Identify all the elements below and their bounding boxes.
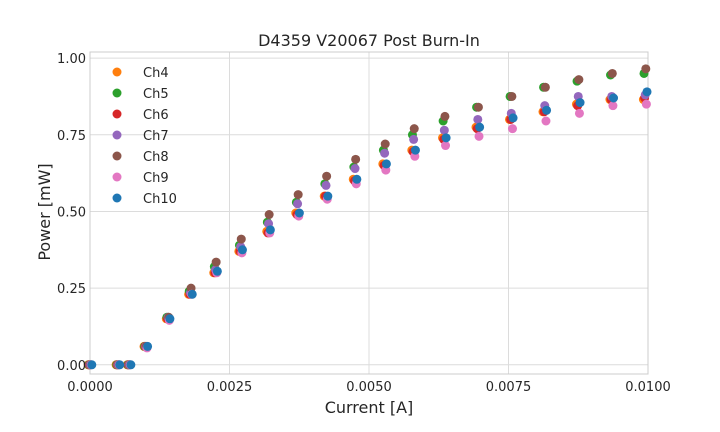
data-point [87,360,97,370]
y-tick-label: 1.00 [57,52,86,67]
legend-label: Ch7 [143,129,169,144]
legend-marker [112,172,122,182]
data-point [352,174,362,184]
y-tick-label: 0.50 [57,205,86,220]
x-tick-label: 0.0050 [346,380,392,395]
data-point [323,191,333,201]
legend-marker [112,109,122,119]
legend-item-ch10: Ch10 [112,192,177,207]
data-point [441,141,451,151]
legend-item-ch5: Ch5 [112,87,169,102]
legend-marker [112,67,122,77]
x-tick-label: 0.0000 [67,380,113,395]
data-point [541,116,551,126]
data-point [475,122,485,132]
data-point [351,154,361,164]
legend-label: Ch6 [143,108,169,123]
legend-item-ch6: Ch6 [112,108,169,123]
x-tick-label: 0.0075 [486,380,532,395]
y-tick-label: 0.25 [57,282,86,297]
x-tick-label: 0.0025 [207,380,253,395]
data-point [409,124,419,134]
legend-label: Ch5 [143,87,169,102]
data-point [609,93,619,103]
data-point [441,133,451,143]
data-point [508,113,518,123]
data-point [575,98,585,108]
y-axis-label: Power [mW] [35,163,54,260]
data-point [212,266,222,276]
data-point [143,341,153,351]
plot-frame [89,51,649,375]
tick-labels: 0.0000 0.0025 0.0050 0.0075 0.0100 0.00 0.25 0.… [57,52,671,395]
legend-label: Ch10 [143,192,177,207]
legend: Ch4 Ch5 Ch6 Ch7 Ch8 Ch9 Ch10 [112,66,177,207]
data-point [293,190,303,200]
data-point [507,124,517,134]
data-point [293,199,303,209]
legend-marker [112,88,122,98]
legend-item-ch4: Ch4 [112,66,169,81]
data-point [165,314,175,324]
data-point [211,257,221,267]
series-ch7 [85,90,650,370]
data-point [126,360,136,370]
data-point [380,148,390,158]
y-tick-label: 0.75 [57,129,86,144]
legend-item-ch9: Ch9 [112,171,169,186]
legend-label: Ch4 [143,66,169,81]
data-point [642,87,652,97]
legend-label: Ch9 [143,171,169,186]
chart-title: D4359 V20067 Post Burn-In [258,31,480,50]
data-point [574,108,584,118]
data-point [350,164,360,174]
data-point [507,91,517,101]
legend-item-ch8: Ch8 [112,150,169,165]
data-point [265,225,275,235]
data-point [542,105,552,115]
data-point [574,75,584,85]
data-point [473,114,483,124]
legend-label: Ch8 [143,150,169,165]
data-point [264,210,274,220]
grid [89,52,649,374]
data-point [236,234,246,244]
data-point [410,145,420,155]
y-tick-label: 0.00 [57,359,86,374]
data-point [474,131,484,141]
x-axis-label: Current [A] [325,398,414,417]
data-point [607,68,617,78]
legend-marker [112,193,122,203]
data-point [294,208,304,218]
data-point [440,111,450,121]
data-point [540,82,550,92]
legend-marker [112,151,122,161]
x-tick-label: 0.0100 [625,380,671,395]
data-point [608,101,618,111]
data-point [641,64,651,74]
data-point [381,159,391,169]
data-point [641,99,651,109]
data-point [439,125,449,135]
series-ch10 [87,87,652,370]
data-point [380,139,390,149]
data-points [83,64,652,370]
data-point [321,180,331,190]
data-point [473,102,483,112]
data-point [322,171,332,181]
legend-item-ch7: Ch7 [112,129,169,144]
legend-marker [112,130,122,140]
data-point [409,134,419,144]
data-point [115,360,125,370]
data-point [187,289,197,299]
data-point [237,245,247,255]
